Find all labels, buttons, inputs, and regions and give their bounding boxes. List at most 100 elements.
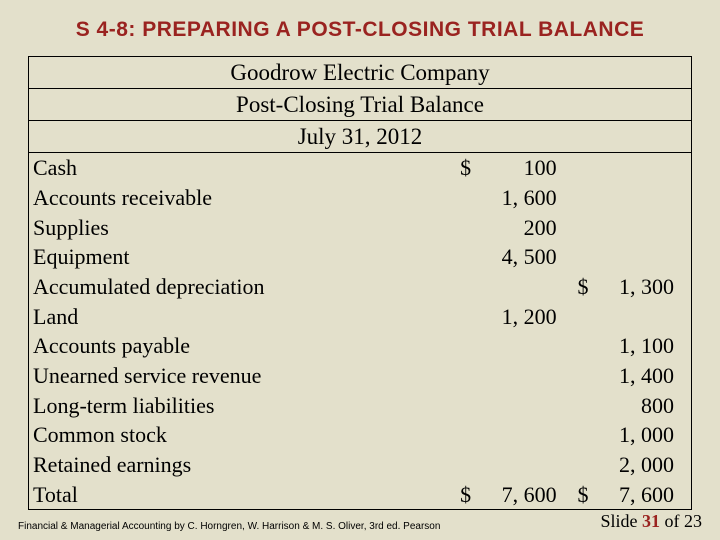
account-row: Land1, 200: [29, 302, 691, 332]
account-row: Equipment 4, 500: [29, 242, 691, 272]
credit-currency-symbol: [574, 153, 595, 183]
credit-currency-symbol: [574, 450, 595, 480]
header-report-row: Post-Closing Trial Balance: [29, 89, 691, 121]
slide: S 4-8: PREPARING A POST-CLOSING TRIAL BA…: [0, 0, 720, 540]
account-row: Retained earnings 2, 000: [29, 450, 691, 480]
debit-currency-symbol: $: [456, 153, 477, 183]
debit-currency-symbol: [456, 331, 477, 361]
row-pad: [682, 331, 691, 361]
row-pad: [682, 391, 691, 421]
debit-currency-symbol: $: [456, 480, 477, 510]
credit-amount: [595, 302, 682, 332]
account-row: Accounts payable1, 100: [29, 331, 691, 361]
credit-currency-symbol: [574, 420, 595, 450]
trial-balance-table: Goodrow Electric Company Post-Closing Tr…: [28, 56, 692, 510]
debit-currency-symbol: [456, 450, 477, 480]
column-divider: [565, 153, 574, 183]
credit-currency-symbol: [574, 361, 595, 391]
account-row: Unearned service revenue 1, 400: [29, 361, 691, 391]
credit-currency-symbol: [574, 391, 595, 421]
account-name: Supplies: [29, 213, 456, 243]
row-pad: [682, 213, 691, 243]
account-row: Cash$100: [29, 153, 691, 183]
column-divider: [565, 183, 574, 213]
debit-currency-symbol: [456, 361, 477, 391]
citation: Financial & Managerial Accounting by C. …: [18, 521, 440, 532]
account-name: Cash: [29, 153, 456, 183]
account-name: Common stock: [29, 420, 456, 450]
row-pad: [682, 153, 691, 183]
credit-currency-symbol: [574, 183, 595, 213]
account-row: Long-term liabilities 800: [29, 391, 691, 421]
debit-amount: [477, 331, 564, 361]
report-name: Post-Closing Trial Balance: [29, 89, 691, 121]
row-pad: [682, 480, 691, 510]
credit-amount: [595, 153, 682, 183]
column-divider: [565, 361, 574, 391]
header-date-row: July 31, 2012: [29, 121, 691, 153]
account-name: Equipment: [29, 242, 456, 272]
debit-amount: 100: [477, 153, 564, 183]
credit-amount: 800: [595, 391, 682, 421]
debit-currency-symbol: [456, 420, 477, 450]
credit-amount: 2, 000: [595, 450, 682, 480]
debit-amount: [477, 272, 564, 302]
row-pad: [682, 450, 691, 480]
account-row: Accounts receivable 1, 600: [29, 183, 691, 213]
account-name: Unearned service revenue: [29, 361, 456, 391]
row-pad: [682, 272, 691, 302]
debit-amount: 4, 500: [477, 242, 564, 272]
credit-amount: 1, 100: [595, 331, 682, 361]
debit-currency-symbol: [456, 242, 477, 272]
debit-amount: 7, 600: [477, 480, 564, 510]
debit-currency-symbol: [456, 213, 477, 243]
row-pad: [682, 302, 691, 332]
credit-amount: 1, 300: [595, 272, 682, 302]
report-date: July 31, 2012: [29, 121, 691, 153]
credit-currency-symbol: $: [574, 480, 595, 510]
debit-amount: 200: [477, 213, 564, 243]
account-name: Retained earnings: [29, 450, 456, 480]
credit-currency-symbol: [574, 302, 595, 332]
account-row: Accumulated depreciation $1, 300: [29, 272, 691, 302]
footer: Financial & Managerial Accounting by C. …: [18, 511, 702, 532]
credit-amount: 1, 000: [595, 420, 682, 450]
account-name: Long-term liabilities: [29, 391, 456, 421]
pager-mid: of: [660, 511, 684, 531]
pager-total: 23: [684, 511, 702, 531]
total-row: Total$7, 600$7, 600: [29, 480, 691, 510]
column-divider: [565, 331, 574, 361]
pager-current: 31: [642, 511, 660, 531]
row-pad: [682, 420, 691, 450]
account-name: Accumulated depreciation: [29, 272, 456, 302]
credit-currency-symbol: [574, 331, 595, 361]
account-name: Total: [29, 480, 456, 510]
row-pad: [682, 242, 691, 272]
column-divider: [565, 242, 574, 272]
credit-amount: [595, 183, 682, 213]
credit-amount: 1, 400: [595, 361, 682, 391]
column-divider: [565, 420, 574, 450]
credit-currency-symbol: $: [574, 272, 595, 302]
debit-currency-symbol: [456, 391, 477, 421]
credit-amount: [595, 213, 682, 243]
header-company-row: Goodrow Electric Company: [29, 57, 691, 89]
row-pad: [682, 183, 691, 213]
debit-amount: 1, 200: [477, 302, 564, 332]
column-divider: [565, 213, 574, 243]
company-name: Goodrow Electric Company: [29, 57, 691, 89]
debit-amount: [477, 450, 564, 480]
credit-amount: [595, 242, 682, 272]
credit-amount: 7, 600: [595, 480, 682, 510]
account-name: Accounts receivable: [29, 183, 456, 213]
debit-amount: 1, 600: [477, 183, 564, 213]
slide-pager: Slide 31 of 23: [600, 511, 702, 532]
column-divider: [565, 391, 574, 421]
row-pad: [682, 361, 691, 391]
account-row: Common stock 1, 000: [29, 420, 691, 450]
debit-amount: [477, 420, 564, 450]
debit-currency-symbol: [456, 302, 477, 332]
credit-currency-symbol: [574, 242, 595, 272]
column-divider: [565, 302, 574, 332]
column-divider: [565, 480, 574, 510]
